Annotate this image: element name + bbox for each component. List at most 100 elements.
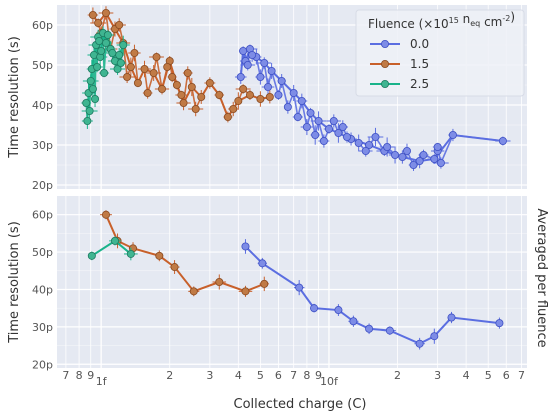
data-point <box>334 306 343 315</box>
x-tick-label: 5 <box>257 369 264 382</box>
legend-title-part: 15 <box>449 16 459 25</box>
data-point <box>82 99 91 108</box>
data-point <box>260 59 269 68</box>
legend-title: Fluence (×1015 neq cm-2) <box>368 10 515 31</box>
data-point <box>402 146 411 155</box>
y-tick-label: 50p <box>32 59 53 72</box>
x-tick-label: 4 <box>235 369 242 382</box>
data-point <box>415 156 424 165</box>
x-tick-label: 9 <box>315 369 322 382</box>
data-point <box>419 150 428 159</box>
legend-title-part: n <box>459 12 470 26</box>
data-point <box>448 130 457 139</box>
data-point <box>140 65 149 74</box>
x-tick-label: 7 <box>290 369 297 382</box>
data-point <box>245 91 254 100</box>
data-point <box>97 47 106 56</box>
x-axis-label: Collected charge (C) <box>234 397 367 412</box>
data-point <box>83 117 92 126</box>
legend-entry: 2.5 <box>370 77 429 91</box>
data-point <box>306 109 315 118</box>
data-point <box>100 69 109 78</box>
x-tick-label: 3 <box>206 369 213 382</box>
data-point <box>177 91 186 100</box>
x-tick-label: 4 <box>463 369 470 382</box>
y-tick-label: 20p <box>32 179 53 192</box>
data-point <box>189 287 198 296</box>
y-tick-label: 60p <box>32 19 53 32</box>
data-point <box>267 67 276 76</box>
data-point <box>223 113 232 122</box>
data-point <box>277 77 286 86</box>
data-point <box>324 125 333 134</box>
data-point <box>183 69 192 78</box>
data-point <box>143 89 152 98</box>
data-point <box>168 73 177 82</box>
legend-entry: 0.0 <box>370 37 429 51</box>
data-point <box>310 304 319 313</box>
data-point <box>94 18 103 27</box>
data-point <box>155 251 164 260</box>
x-tick-label: 2 <box>166 369 173 382</box>
legend-label: 1.5 <box>410 57 429 71</box>
legend-swatch-marker <box>380 60 389 69</box>
data-point <box>365 140 374 149</box>
data-point <box>338 123 347 132</box>
data-point <box>87 251 96 260</box>
data-point <box>289 89 298 98</box>
data-point <box>398 152 407 161</box>
data-point <box>179 99 188 108</box>
data-point <box>248 51 257 60</box>
data-point <box>234 97 243 106</box>
y-tick-label: 60p <box>32 209 53 222</box>
legend-title-part: -2 <box>502 14 510 23</box>
legend-label: 2.5 <box>410 77 429 91</box>
data-point <box>283 103 292 112</box>
data-point <box>116 59 125 68</box>
legend-label: 0.0 <box>410 37 429 51</box>
data-point <box>391 150 400 159</box>
x-tick-label: 6 <box>275 369 282 382</box>
data-point <box>172 81 181 90</box>
x-tick-label: 1f <box>96 375 108 388</box>
x-tick-label: 8 <box>76 369 83 382</box>
y-tick-label: 40p <box>32 99 53 112</box>
y-tick-label: 30p <box>32 139 53 152</box>
data-point <box>436 158 445 167</box>
data-point <box>415 339 424 348</box>
data-point <box>430 154 439 163</box>
data-point <box>126 63 135 72</box>
data-point <box>239 47 248 56</box>
data-point <box>241 287 250 296</box>
data-point <box>113 65 122 74</box>
panel-right-label: Averaged per fluence <box>534 208 549 347</box>
data-point <box>258 259 267 268</box>
data-point <box>265 93 274 102</box>
data-point <box>329 117 338 126</box>
legend-title-part: cm <box>480 15 502 29</box>
legend-entry: 1.5 <box>370 57 429 71</box>
data-point <box>205 79 214 88</box>
y-tick-label: 30p <box>32 321 53 334</box>
data-point <box>115 20 124 29</box>
data-point <box>187 83 196 92</box>
data-point <box>126 249 135 258</box>
x-tick-label: 10f <box>320 375 339 388</box>
x-tick-label: 3 <box>434 369 441 382</box>
data-point <box>108 49 117 58</box>
data-point <box>430 332 439 341</box>
y-tick-label: 20p <box>32 358 53 371</box>
data-point <box>260 279 269 288</box>
data-point <box>256 73 265 82</box>
data-point <box>130 49 139 58</box>
data-point <box>361 146 370 155</box>
legend-box <box>355 9 525 97</box>
legend-title-part: ) <box>510 10 515 24</box>
y-axis-label: Time resolution (s) <box>7 36 22 159</box>
data-point <box>163 63 172 72</box>
data-point <box>101 8 110 17</box>
data-point <box>152 53 161 62</box>
data-point <box>365 324 374 333</box>
data-point <box>236 73 245 82</box>
data-point <box>385 326 394 335</box>
